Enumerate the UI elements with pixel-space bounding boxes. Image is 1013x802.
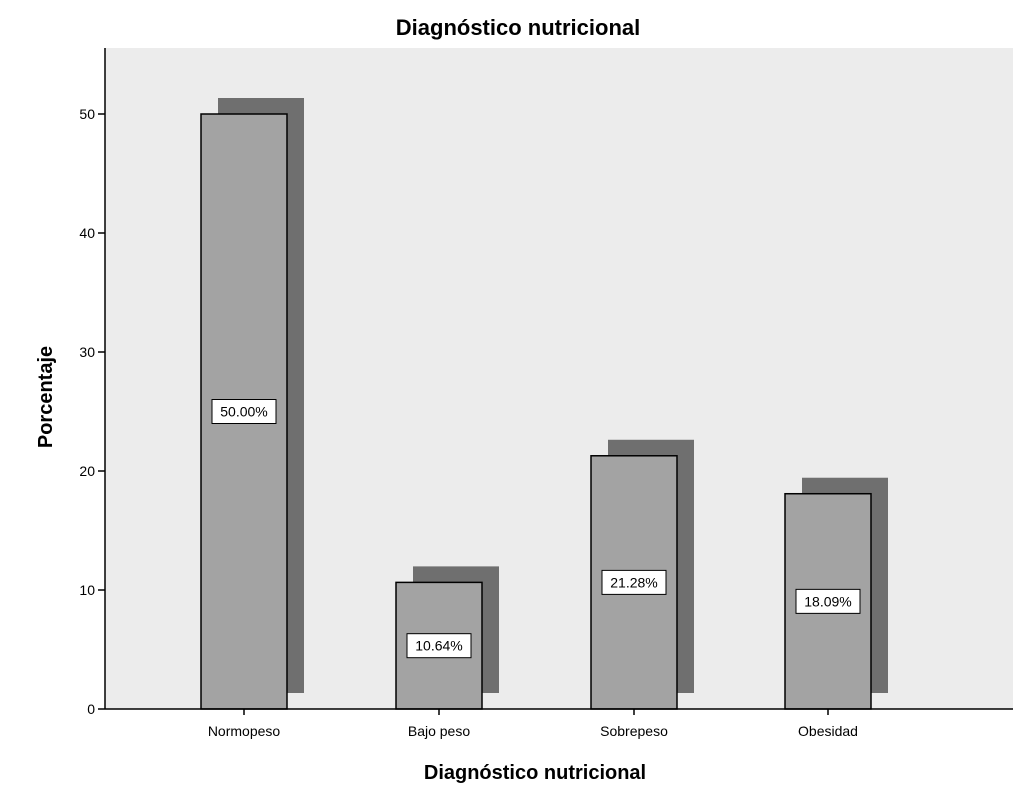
x-axis-title: Diagnóstico nutricional [424,762,646,784]
y-tick-label: 0 [87,701,95,717]
data-label: 18.09% [804,593,851,609]
data-label: 10.64% [415,638,462,654]
data-label-box [211,399,277,424]
y-axis-title: Porcentaje [35,346,57,448]
data-label-box [601,569,667,595]
x-tick-label: Sobrepeso [600,723,668,739]
y-tick-label: 20 [79,463,95,479]
data-label-box [406,633,472,659]
x-tick-label: Normopeso [208,723,281,739]
y-tick-label: 10 [79,582,95,598]
bars: 50.00% 10.64% 21.28% 18.09% [200,98,888,710]
y-axis: 0 10 20 30 40 50 [79,48,106,717]
x-tick-label: Bajo peso [408,723,470,739]
data-label: 50.00% [220,404,267,420]
y-tick-label: 30 [79,344,95,360]
data-label-box [795,588,861,614]
x-tick-label: Obesidad [798,723,858,739]
y-tick-label: 50 [79,106,95,122]
chart-title: Diagnóstico nutricional [396,15,640,40]
data-label: 21.28% [610,574,657,590]
y-tick-label: 40 [79,225,95,241]
x-axis: Normopeso Bajo peso Sobrepeso Obesidad [105,708,1013,739]
